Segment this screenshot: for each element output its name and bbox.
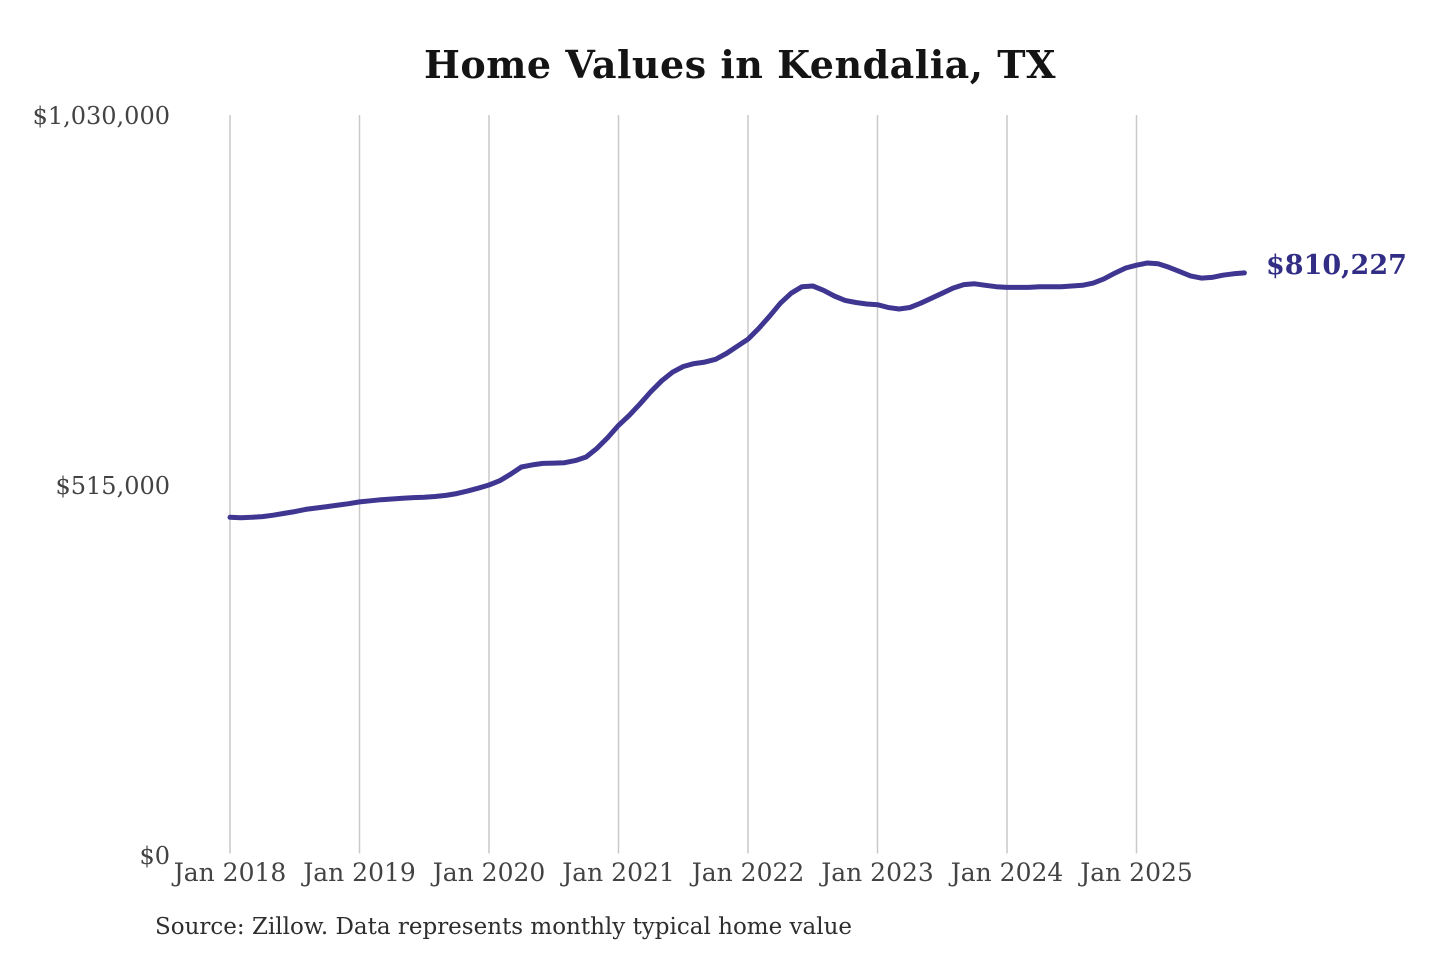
source-note: Source: Zillow. Data represents monthly …	[155, 914, 853, 940]
x-tick-label: Jan 2019	[303, 858, 416, 887]
y-tick-label: $515,000	[55, 472, 170, 500]
x-tick-label: Jan 2024	[950, 858, 1064, 887]
last-value-label: $810,227	[1266, 250, 1407, 281]
y-tick-label: $0	[139, 842, 170, 870]
x-tick-label: Jan 2023	[821, 858, 934, 887]
y-tick-label: $1,030,000	[32, 102, 170, 130]
value-line	[227, 260, 1247, 521]
x-tick-label: Jan 2021	[562, 858, 675, 887]
chart-title: Home Values in Kendalia, TX	[423, 42, 1057, 87]
x-tick-label: Jan 2022	[691, 858, 805, 887]
x-tick-label: Jan 2025	[1080, 858, 1193, 887]
x-tick-label: Jan 2020	[432, 858, 546, 887]
x-tick-label: Jan 2018	[173, 858, 287, 887]
